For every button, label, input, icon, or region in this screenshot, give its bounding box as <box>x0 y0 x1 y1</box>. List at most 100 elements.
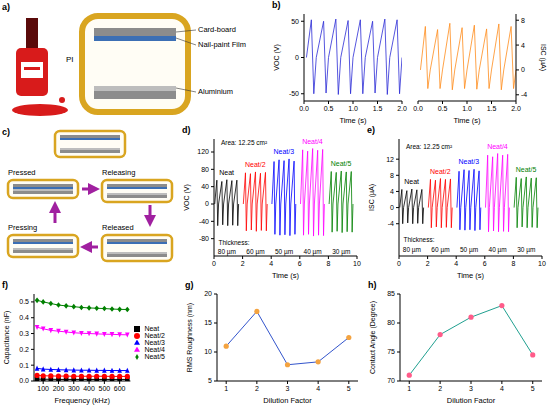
svg-text:Releasing: Releasing <box>102 168 135 177</box>
svg-text:Dilution Factor: Dilution Factor <box>447 396 496 405</box>
svg-text:8: 8 <box>521 17 525 24</box>
svg-text:4: 4 <box>500 385 504 392</box>
svg-text:2: 2 <box>255 385 259 392</box>
svg-text:500: 500 <box>99 385 111 392</box>
svg-text:Neat: Neat <box>404 178 419 185</box>
svg-text:0.2: 0.2 <box>19 346 29 353</box>
svg-text:4: 4 <box>521 42 525 49</box>
svg-text:20: 20 <box>204 290 212 297</box>
svg-text:c): c) <box>2 127 10 137</box>
svg-text:2: 2 <box>241 260 245 267</box>
svg-text:Dilution Factor: Dilution Factor <box>263 396 312 405</box>
svg-text:Pressing: Pressing <box>8 223 37 232</box>
svg-text:Released: Released <box>102 223 134 232</box>
svg-text:0: 0 <box>205 200 209 207</box>
svg-text:Neat/4: Neat/4 <box>487 143 508 150</box>
svg-text:3: 3 <box>286 385 290 392</box>
svg-text:60 µm: 60 µm <box>431 246 449 254</box>
svg-text:0: 0 <box>295 54 299 61</box>
svg-text:10: 10 <box>538 260 546 267</box>
svg-text:Neat/3: Neat/3 <box>459 158 480 165</box>
svg-text:0: 0 <box>390 204 394 211</box>
svg-text:0: 0 <box>397 260 401 267</box>
svg-text:8: 8 <box>326 260 330 267</box>
svg-text:5: 5 <box>208 377 212 384</box>
svg-text:Thickness:: Thickness: <box>403 236 434 243</box>
svg-text:Neat/4: Neat/4 <box>302 138 323 145</box>
svg-text:Capacitance (nF): Capacitance (nF) <box>3 311 11 365</box>
svg-text:0.0: 0.0 <box>299 105 309 112</box>
svg-text:Neat/3: Neat/3 <box>274 148 295 155</box>
svg-text:ISC (µA): ISC (µA) <box>368 184 376 211</box>
svg-text:40 µm: 40 µm <box>489 246 507 254</box>
svg-text:-50: -50 <box>289 90 299 97</box>
svg-text:600: 600 <box>114 385 126 392</box>
svg-text:0.0: 0.0 <box>413 105 423 112</box>
svg-text:8: 8 <box>511 260 515 267</box>
svg-text:0.1: 0.1 <box>19 362 29 369</box>
svg-text:0: 0 <box>212 260 216 267</box>
svg-text:0: 0 <box>521 66 525 73</box>
svg-text:70: 70 <box>387 377 395 384</box>
svg-text:Card-board: Card-board <box>198 25 236 34</box>
svg-text:2: 2 <box>438 385 442 392</box>
svg-text:5: 5 <box>531 385 535 392</box>
svg-text:Thickness:: Thickness: <box>218 239 249 246</box>
svg-text:4: 4 <box>454 260 458 267</box>
svg-text:2: 2 <box>426 260 430 267</box>
svg-text:200: 200 <box>53 385 65 392</box>
svg-text:-4: -4 <box>521 91 527 98</box>
svg-text:120: 120 <box>197 148 209 155</box>
svg-text:Time (s): Time (s) <box>453 116 481 125</box>
svg-text:12: 12 <box>386 156 394 163</box>
svg-text:Time (s): Time (s) <box>457 271 485 280</box>
svg-text:10: 10 <box>204 348 212 355</box>
svg-text:1.0: 1.0 <box>462 105 472 112</box>
svg-text:0.5: 0.5 <box>324 105 334 112</box>
svg-text:1.0: 1.0 <box>348 105 358 112</box>
svg-text:1.5: 1.5 <box>487 105 497 112</box>
svg-text:4: 4 <box>269 260 273 267</box>
svg-text:5: 5 <box>347 385 351 392</box>
svg-text:15: 15 <box>204 319 212 326</box>
svg-text:RMS Roughness (nm): RMS Roughness (nm) <box>186 303 194 372</box>
svg-text:Neat: Neat <box>219 169 234 176</box>
svg-text:80: 80 <box>387 319 395 326</box>
svg-text:Nail-paint Film: Nail-paint Film <box>198 40 246 49</box>
svg-text:60 µm: 60 µm <box>246 248 264 256</box>
svg-text:1: 1 <box>407 385 411 392</box>
svg-text:Pressed: Pressed <box>8 168 36 177</box>
svg-text:Neat/5: Neat/5 <box>516 166 537 173</box>
svg-text:30 µm: 30 µm <box>517 246 535 254</box>
svg-text:3: 3 <box>469 385 473 392</box>
svg-text:40: 40 <box>201 183 209 190</box>
svg-text:100: 100 <box>37 385 49 392</box>
svg-text:6: 6 <box>483 260 487 267</box>
svg-text:Frequency (kHz): Frequency (kHz) <box>54 396 110 405</box>
svg-text:0.0: 0.0 <box>19 377 29 384</box>
svg-text:1.5: 1.5 <box>373 105 383 112</box>
svg-text:VOC (V): VOC (V) <box>273 44 281 70</box>
svg-text:50 µm: 50 µm <box>460 246 478 254</box>
svg-text:300: 300 <box>68 385 80 392</box>
svg-text:0.5: 0.5 <box>438 105 448 112</box>
svg-text:ISC (µA): ISC (µA) <box>539 44 547 71</box>
svg-text:6: 6 <box>298 260 302 267</box>
svg-text:4: 4 <box>390 188 394 195</box>
svg-text:a): a) <box>2 2 10 12</box>
svg-text:85: 85 <box>387 290 395 297</box>
svg-text:Time (s): Time (s) <box>339 116 367 125</box>
svg-text:Area: 12.25 cm²: Area: 12.25 cm² <box>221 139 268 146</box>
svg-text:2.0: 2.0 <box>511 105 521 112</box>
svg-text:10: 10 <box>353 260 361 267</box>
svg-text:8: 8 <box>390 172 394 179</box>
svg-text:Neat/5: Neat/5 <box>331 160 352 167</box>
svg-text:Neat/2: Neat/2 <box>430 168 451 175</box>
svg-text:1: 1 <box>224 385 228 392</box>
svg-text:30 µm: 30 µm <box>332 248 350 256</box>
svg-text:75: 75 <box>387 348 395 355</box>
svg-text:0.3: 0.3 <box>19 330 29 337</box>
svg-text:50 µm: 50 µm <box>275 248 293 256</box>
svg-text:0.5: 0.5 <box>19 298 29 305</box>
svg-text:50: 50 <box>291 18 299 25</box>
